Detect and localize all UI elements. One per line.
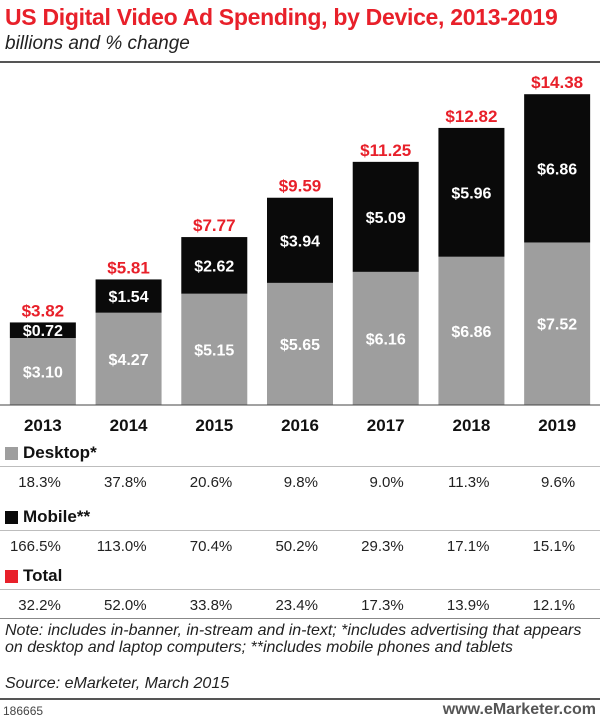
- desktop-pct-2014: 37.8%: [104, 474, 147, 491]
- total-value-label-2019: $14.38: [531, 73, 583, 92]
- mobile-value-label-2019: $6.86: [537, 161, 577, 178]
- mobile-pct-2013: 166.5%: [9, 538, 61, 555]
- desktop-bar-2016: [267, 282, 333, 405]
- total-value-label-2018: $12.82: [445, 107, 497, 126]
- total-value-label-2014: $5.81: [107, 258, 150, 277]
- mobile-value-label-2014: $1.54: [109, 289, 149, 306]
- mobile-bar-2015: [181, 237, 248, 294]
- desktop-bar-2019: [524, 242, 591, 405]
- legend-mobile: Mobile**: [5, 507, 90, 527]
- mobile-bar-2017: [352, 161, 419, 272]
- legend-desktop: Desktop*: [5, 443, 97, 463]
- divider-note: [0, 618, 600, 619]
- total-value-label-2016: $9.59: [279, 177, 322, 196]
- mobile-bar-2013: [9, 322, 76, 338]
- mobile-swatch: [5, 510, 18, 524]
- legend-mobile-label: Mobile**: [23, 507, 91, 526]
- mobile-value-label-2015: $2.62: [194, 258, 234, 275]
- mobile-pct-2018: 17.1%: [446, 538, 490, 555]
- brand-logo: www.eMarketer.com: [443, 701, 596, 719]
- mobile-value-label-2017: $5.09: [366, 210, 406, 227]
- chart-subtitle: billions and % change: [5, 33, 190, 54]
- total-pct-2019: 12.1%: [532, 597, 576, 614]
- top-rule: [0, 61, 600, 63]
- mobile-bar-2016: [267, 197, 333, 283]
- desktop-bar-2018: [438, 256, 505, 405]
- total-swatch: [5, 569, 18, 583]
- mobile-pct-2017: 29.3%: [361, 538, 404, 555]
- mobile-bar-2019: [524, 94, 591, 243]
- total-pct-2016: 23.4%: [275, 597, 318, 614]
- desktop-swatch: [5, 446, 18, 460]
- x-tick-label-2015: 2015: [195, 416, 233, 435]
- legend-desktop-label: Desktop*: [23, 443, 97, 462]
- desktop-pct-2018: 11.3%: [448, 474, 490, 491]
- desktop-value-label-2018: $6.86: [451, 324, 491, 341]
- desktop-pct-2017: 9.0%: [369, 474, 404, 491]
- chart-id: 186665: [3, 704, 44, 718]
- mobile-value-label-2013: $0.72: [23, 323, 63, 340]
- x-tick-label-2013: 2013: [24, 416, 62, 435]
- total-pct-2015: 33.8%: [189, 597, 233, 614]
- brand-suffix: .com: [558, 701, 596, 718]
- total-pct-2018: 13.9%: [446, 597, 490, 614]
- desktop-value-label-2014: $4.27: [109, 352, 149, 369]
- x-tick-label-2018: 2018: [453, 416, 491, 435]
- mobile-pct-2015: 70.4%: [189, 538, 233, 555]
- legend-total-label: Total: [23, 566, 63, 585]
- desktop-pct-2015: 20.6%: [189, 474, 233, 491]
- bottom-rule: [0, 698, 600, 700]
- mobile-pct-2019: 15.1%: [532, 538, 576, 555]
- total-pct-2017: 17.3%: [361, 597, 404, 614]
- desktop-value-label-2016: $5.65: [280, 337, 320, 354]
- total-pct-2013: 32.2%: [18, 597, 61, 614]
- mobile-pct-2016: 50.2%: [275, 538, 318, 555]
- mobile-bar-2018: [438, 127, 505, 257]
- total-pct-2014: 52.0%: [104, 597, 147, 614]
- stacked-bar-chart: $3.10 $0.72 $3.82 2013 $4.27 $1.54 $5.81 2014 $5…: [0, 73, 600, 435]
- mobile-bar-2014: [95, 279, 162, 313]
- x-tick-label-2017: 2017: [367, 416, 405, 435]
- mobile-pct-2014: 113.0%: [96, 538, 147, 555]
- divider-mobile: [0, 530, 600, 531]
- desktop-value-label-2019: $7.52: [537, 317, 577, 334]
- footnote: Note: includes in-banner, in-stream and …: [5, 622, 582, 656]
- desktop-bar-2013: [9, 338, 76, 405]
- desktop-pct-2013: 18.3%: [18, 474, 61, 491]
- brand-name: eMarketer: [483, 701, 559, 718]
- chart-title: US Digital Video Ad Spending, by Device,…: [5, 4, 558, 30]
- mobile-value-label-2018: $5.96: [451, 185, 491, 202]
- x-tick-label-2019: 2019: [538, 416, 576, 435]
- desktop-bar-2017: [352, 271, 419, 405]
- total-value-label-2015: $7.77: [193, 216, 236, 235]
- desktop-value-label-2017: $6.16: [366, 331, 406, 348]
- divider-desktop: [0, 466, 600, 467]
- brand-prefix: www.: [442, 701, 484, 718]
- desktop-bar-2014: [95, 312, 162, 405]
- total-value-label-2017: $11.25: [360, 141, 411, 160]
- desktop-pct-2016: 9.8%: [283, 474, 318, 491]
- x-tick-label-2014: 2014: [110, 416, 148, 435]
- desktop-value-label-2015: $5.15: [194, 342, 234, 359]
- desktop-bar-2015: [181, 293, 248, 405]
- total-value-label-2013: $3.82: [22, 301, 65, 320]
- mobile-value-label-2016: $3.94: [280, 233, 320, 250]
- x-tick-label-2016: 2016: [281, 416, 319, 435]
- divider-total: [0, 589, 600, 590]
- desktop-pct-2019: 9.6%: [540, 474, 576, 491]
- legend-total: Total: [5, 566, 62, 586]
- source-line: Source: eMarketer, March 2015: [5, 675, 230, 692]
- desktop-value-label-2013: $3.10: [23, 365, 63, 382]
